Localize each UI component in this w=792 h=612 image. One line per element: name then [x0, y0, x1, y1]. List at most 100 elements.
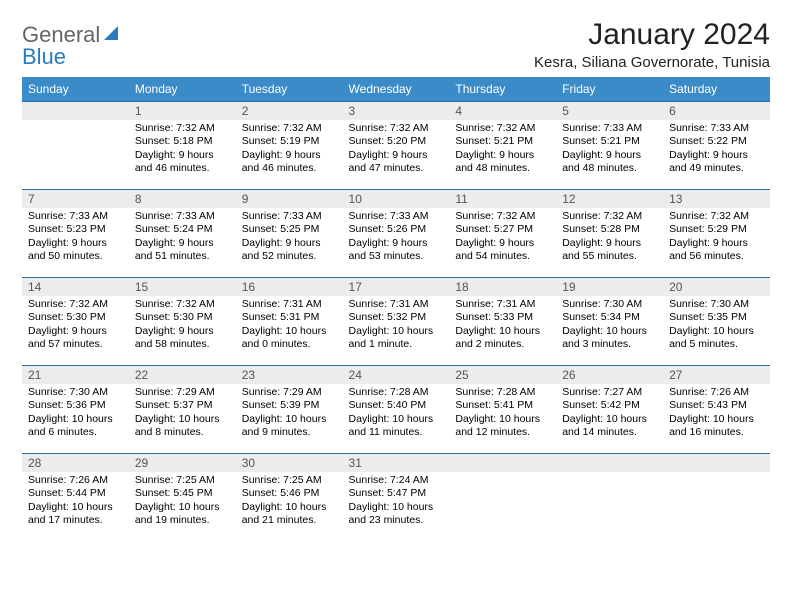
calendar-day-cell: 23Sunrise: 7:29 AMSunset: 5:39 PMDayligh…: [236, 366, 343, 454]
calendar-table: SundayMondayTuesdayWednesdayThursdayFrid…: [22, 77, 770, 542]
calendar-day-cell: 30Sunrise: 7:25 AMSunset: 5:46 PMDayligh…: [236, 454, 343, 542]
day-number: 9: [236, 190, 343, 208]
day-details: Sunrise: 7:32 AMSunset: 5:30 PMDaylight:…: [129, 296, 236, 352]
logo-sail-icon: [100, 22, 122, 47]
calendar-day-cell: [556, 454, 663, 542]
day-number: 19: [556, 278, 663, 296]
day-number: 27: [663, 366, 770, 384]
day-details: Sunrise: 7:31 AMSunset: 5:33 PMDaylight:…: [449, 296, 556, 352]
calendar-day-cell: [663, 454, 770, 542]
day-number: 13: [663, 190, 770, 208]
calendar-day-cell: 17Sunrise: 7:31 AMSunset: 5:32 PMDayligh…: [343, 278, 450, 366]
title-block: January 2024 Kesra, Siliana Governorate,…: [534, 18, 770, 71]
calendar-day-cell: 6Sunrise: 7:33 AMSunset: 5:22 PMDaylight…: [663, 102, 770, 190]
day-details: Sunrise: 7:24 AMSunset: 5:47 PMDaylight:…: [343, 472, 450, 528]
day-number: 26: [556, 366, 663, 384]
weekday-header: Friday: [556, 77, 663, 102]
day-details: Sunrise: 7:28 AMSunset: 5:40 PMDaylight:…: [343, 384, 450, 440]
day-details: Sunrise: 7:31 AMSunset: 5:31 PMDaylight:…: [236, 296, 343, 352]
calendar-day-cell: 14Sunrise: 7:32 AMSunset: 5:30 PMDayligh…: [22, 278, 129, 366]
calendar-day-cell: 4Sunrise: 7:32 AMSunset: 5:21 PMDaylight…: [449, 102, 556, 190]
calendar-day-cell: 20Sunrise: 7:30 AMSunset: 5:35 PMDayligh…: [663, 278, 770, 366]
day-number: 25: [449, 366, 556, 384]
brand-logo: General Blue: [22, 18, 122, 68]
day-number: 28: [22, 454, 129, 472]
calendar-day-cell: 22Sunrise: 7:29 AMSunset: 5:37 PMDayligh…: [129, 366, 236, 454]
day-number: 20: [663, 278, 770, 296]
weekday-header: Sunday: [22, 77, 129, 102]
day-details: Sunrise: 7:31 AMSunset: 5:32 PMDaylight:…: [343, 296, 450, 352]
day-details: Sunrise: 7:30 AMSunset: 5:34 PMDaylight:…: [556, 296, 663, 352]
calendar-day-cell: 9Sunrise: 7:33 AMSunset: 5:25 PMDaylight…: [236, 190, 343, 278]
day-details: Sunrise: 7:27 AMSunset: 5:42 PMDaylight:…: [556, 384, 663, 440]
day-number: 17: [343, 278, 450, 296]
day-number: 3: [343, 102, 450, 120]
calendar-day-cell: 5Sunrise: 7:33 AMSunset: 5:21 PMDaylight…: [556, 102, 663, 190]
calendar-day-cell: 10Sunrise: 7:33 AMSunset: 5:26 PMDayligh…: [343, 190, 450, 278]
day-number: 2: [236, 102, 343, 120]
calendar-day-cell: 18Sunrise: 7:31 AMSunset: 5:33 PMDayligh…: [449, 278, 556, 366]
weekday-header: Saturday: [663, 77, 770, 102]
day-number: 22: [129, 366, 236, 384]
day-details: Sunrise: 7:32 AMSunset: 5:30 PMDaylight:…: [22, 296, 129, 352]
day-details: Sunrise: 7:30 AMSunset: 5:36 PMDaylight:…: [22, 384, 129, 440]
day-number: 8: [129, 190, 236, 208]
day-number: [22, 102, 129, 120]
calendar-day-cell: 16Sunrise: 7:31 AMSunset: 5:31 PMDayligh…: [236, 278, 343, 366]
page-title: January 2024: [534, 18, 770, 52]
calendar-day-cell: 31Sunrise: 7:24 AMSunset: 5:47 PMDayligh…: [343, 454, 450, 542]
calendar-week-row: 21Sunrise: 7:30 AMSunset: 5:36 PMDayligh…: [22, 366, 770, 454]
weekday-header: Monday: [129, 77, 236, 102]
calendar-week-row: 28Sunrise: 7:26 AMSunset: 5:44 PMDayligh…: [22, 454, 770, 542]
brand-word-2: Blue: [22, 44, 66, 69]
calendar-day-cell: 24Sunrise: 7:28 AMSunset: 5:40 PMDayligh…: [343, 366, 450, 454]
day-details: Sunrise: 7:29 AMSunset: 5:39 PMDaylight:…: [236, 384, 343, 440]
calendar-day-cell: 7Sunrise: 7:33 AMSunset: 5:23 PMDaylight…: [22, 190, 129, 278]
day-number: 15: [129, 278, 236, 296]
day-number: 21: [22, 366, 129, 384]
day-number: 30: [236, 454, 343, 472]
calendar-body: 1Sunrise: 7:32 AMSunset: 5:18 PMDaylight…: [22, 102, 770, 542]
day-number: [449, 454, 556, 472]
day-number: 7: [22, 190, 129, 208]
calendar-day-cell: [449, 454, 556, 542]
calendar-day-cell: 11Sunrise: 7:32 AMSunset: 5:27 PMDayligh…: [449, 190, 556, 278]
day-details: Sunrise: 7:33 AMSunset: 5:25 PMDaylight:…: [236, 208, 343, 264]
day-details: Sunrise: 7:25 AMSunset: 5:45 PMDaylight:…: [129, 472, 236, 528]
day-number: 29: [129, 454, 236, 472]
weekday-header: Wednesday: [343, 77, 450, 102]
day-number: 18: [449, 278, 556, 296]
day-details: Sunrise: 7:32 AMSunset: 5:29 PMDaylight:…: [663, 208, 770, 264]
day-details: Sunrise: 7:28 AMSunset: 5:41 PMDaylight:…: [449, 384, 556, 440]
calendar-day-cell: 28Sunrise: 7:26 AMSunset: 5:44 PMDayligh…: [22, 454, 129, 542]
day-details: Sunrise: 7:33 AMSunset: 5:23 PMDaylight:…: [22, 208, 129, 264]
day-number: 24: [343, 366, 450, 384]
calendar-week-row: 7Sunrise: 7:33 AMSunset: 5:23 PMDaylight…: [22, 190, 770, 278]
day-number: 14: [22, 278, 129, 296]
calendar-day-cell: 12Sunrise: 7:32 AMSunset: 5:28 PMDayligh…: [556, 190, 663, 278]
day-details: Sunrise: 7:32 AMSunset: 5:18 PMDaylight:…: [129, 120, 236, 176]
calendar-day-cell: [22, 102, 129, 190]
calendar-day-cell: 21Sunrise: 7:30 AMSunset: 5:36 PMDayligh…: [22, 366, 129, 454]
calendar-day-cell: 2Sunrise: 7:32 AMSunset: 5:19 PMDaylight…: [236, 102, 343, 190]
weekday-header: Thursday: [449, 77, 556, 102]
day-number: [663, 454, 770, 472]
day-details: Sunrise: 7:32 AMSunset: 5:28 PMDaylight:…: [556, 208, 663, 264]
calendar-day-cell: 3Sunrise: 7:32 AMSunset: 5:20 PMDaylight…: [343, 102, 450, 190]
day-details: Sunrise: 7:32 AMSunset: 5:27 PMDaylight:…: [449, 208, 556, 264]
day-number: [556, 454, 663, 472]
day-number: 10: [343, 190, 450, 208]
day-number: 31: [343, 454, 450, 472]
day-details: Sunrise: 7:29 AMSunset: 5:37 PMDaylight:…: [129, 384, 236, 440]
calendar-day-cell: 25Sunrise: 7:28 AMSunset: 5:41 PMDayligh…: [449, 366, 556, 454]
calendar-day-cell: 15Sunrise: 7:32 AMSunset: 5:30 PMDayligh…: [129, 278, 236, 366]
day-number: 23: [236, 366, 343, 384]
calendar-day-cell: 8Sunrise: 7:33 AMSunset: 5:24 PMDaylight…: [129, 190, 236, 278]
day-details: Sunrise: 7:25 AMSunset: 5:46 PMDaylight:…: [236, 472, 343, 528]
calendar-day-cell: 29Sunrise: 7:25 AMSunset: 5:45 PMDayligh…: [129, 454, 236, 542]
calendar-week-row: 14Sunrise: 7:32 AMSunset: 5:30 PMDayligh…: [22, 278, 770, 366]
day-details: Sunrise: 7:26 AMSunset: 5:43 PMDaylight:…: [663, 384, 770, 440]
calendar-day-cell: 19Sunrise: 7:30 AMSunset: 5:34 PMDayligh…: [556, 278, 663, 366]
day-number: 4: [449, 102, 556, 120]
location-text: Kesra, Siliana Governorate, Tunisia: [534, 54, 770, 71]
